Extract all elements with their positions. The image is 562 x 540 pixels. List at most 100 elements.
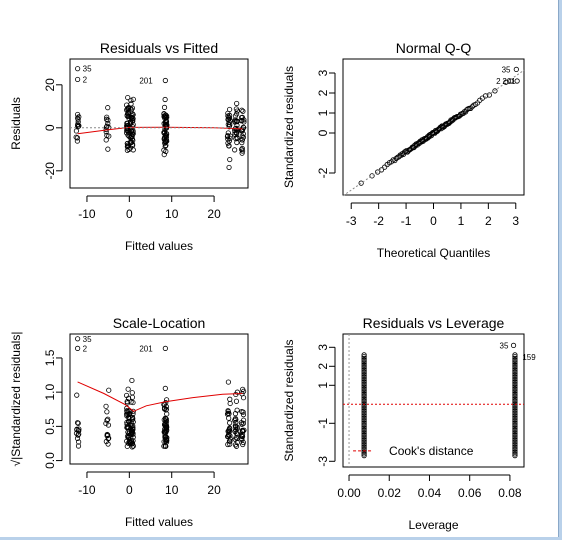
data-point	[512, 412, 518, 418]
data-point	[361, 394, 367, 401]
data-point	[512, 439, 518, 445]
panel-sl: Scale-Location Fitted values √|Standardize…	[9, 315, 249, 529]
data-point	[105, 432, 111, 438]
x-tick-label: 0.06	[458, 486, 482, 500]
data-point	[161, 104, 168, 110]
data-points	[358, 66, 520, 186]
data-point	[361, 442, 367, 448]
y-tick-label: 3	[316, 344, 330, 351]
data-point	[161, 438, 167, 445]
chart-title: Normal Q-Q	[396, 40, 472, 56]
data-point	[162, 345, 168, 351]
data-point	[361, 374, 367, 380]
data-point	[512, 367, 518, 373]
data-point	[512, 374, 518, 380]
data-point	[124, 409, 130, 415]
data-point	[124, 411, 130, 418]
data-point	[240, 441, 246, 448]
data-point	[227, 156, 233, 163]
data-point	[105, 146, 111, 152]
data-point	[512, 398, 518, 404]
data-point	[361, 400, 367, 406]
data-point	[512, 442, 518, 448]
x-axis-label: Fitted values	[125, 515, 193, 529]
y-tick-label: 3	[316, 69, 330, 76]
data-point	[75, 428, 82, 434]
data-point	[512, 408, 518, 414]
data-point	[130, 443, 136, 449]
x-tick-label: 1	[458, 214, 465, 228]
data-point	[512, 430, 518, 437]
data-point	[512, 400, 518, 406]
panel-rvf: Residuals vs Fitted Fitted values Residual…	[9, 40, 249, 253]
chart-title: Scale-Location	[113, 315, 206, 331]
data-point	[512, 422, 518, 428]
data-point	[104, 417, 110, 423]
smooth-line	[77, 381, 243, 412]
data-point	[512, 441, 518, 447]
data-point	[232, 118, 238, 124]
data-point	[361, 355, 367, 361]
data-point	[128, 409, 134, 415]
data-point	[103, 438, 109, 445]
data-point	[512, 386, 518, 392]
data-point	[225, 136, 231, 142]
data-point	[105, 422, 112, 428]
data-point	[361, 352, 367, 358]
data-point	[125, 94, 131, 101]
reference-line	[342, 69, 525, 197]
data-point	[75, 345, 81, 351]
x-tick-label: 0.04	[418, 486, 442, 500]
data-point	[225, 428, 231, 434]
data-point	[361, 391, 367, 397]
data-point	[512, 355, 518, 361]
chart-title: Residuals vs Leverage	[363, 315, 505, 331]
data-point	[227, 117, 233, 124]
data-point	[227, 396, 233, 402]
data-point	[227, 112, 233, 118]
data-point	[240, 108, 246, 114]
data-point	[361, 439, 367, 445]
data-point	[125, 386, 131, 392]
data-point	[75, 66, 81, 72]
y-tick-label: 2	[316, 89, 330, 96]
data-point	[512, 354, 518, 360]
data-point	[161, 120, 167, 127]
data-point	[164, 113, 170, 119]
data-point	[361, 430, 367, 437]
data-point	[512, 446, 518, 452]
data-point	[361, 365, 367, 372]
data-point	[129, 377, 135, 384]
data-point	[130, 122, 136, 128]
data-point	[361, 369, 367, 375]
data-point	[512, 418, 518, 425]
data-point	[512, 377, 518, 384]
y-tick-label: -2	[316, 167, 330, 178]
data-point	[361, 381, 367, 387]
data-point	[234, 139, 240, 146]
data-point	[512, 357, 518, 363]
data-point	[75, 443, 82, 449]
data-point	[163, 132, 169, 139]
data-point	[75, 420, 81, 426]
data-point	[361, 441, 367, 447]
data-point	[226, 143, 232, 149]
data-point	[361, 389, 367, 396]
data-point	[103, 403, 109, 409]
data-point	[512, 362, 518, 368]
data-point	[232, 411, 239, 417]
data-point	[127, 120, 134, 127]
data-point	[128, 97, 134, 104]
data-point	[361, 383, 367, 389]
data-point	[130, 131, 136, 137]
data-point	[239, 137, 245, 143]
data-point	[163, 400, 169, 406]
data-point	[361, 422, 367, 428]
x-tick-label: 10	[165, 207, 179, 221]
data-point	[512, 365, 518, 372]
data-point	[124, 399, 130, 405]
y-tick-label: 1	[316, 382, 330, 389]
data-point	[512, 371, 518, 377]
data-point	[162, 429, 168, 435]
data-point	[361, 423, 367, 430]
